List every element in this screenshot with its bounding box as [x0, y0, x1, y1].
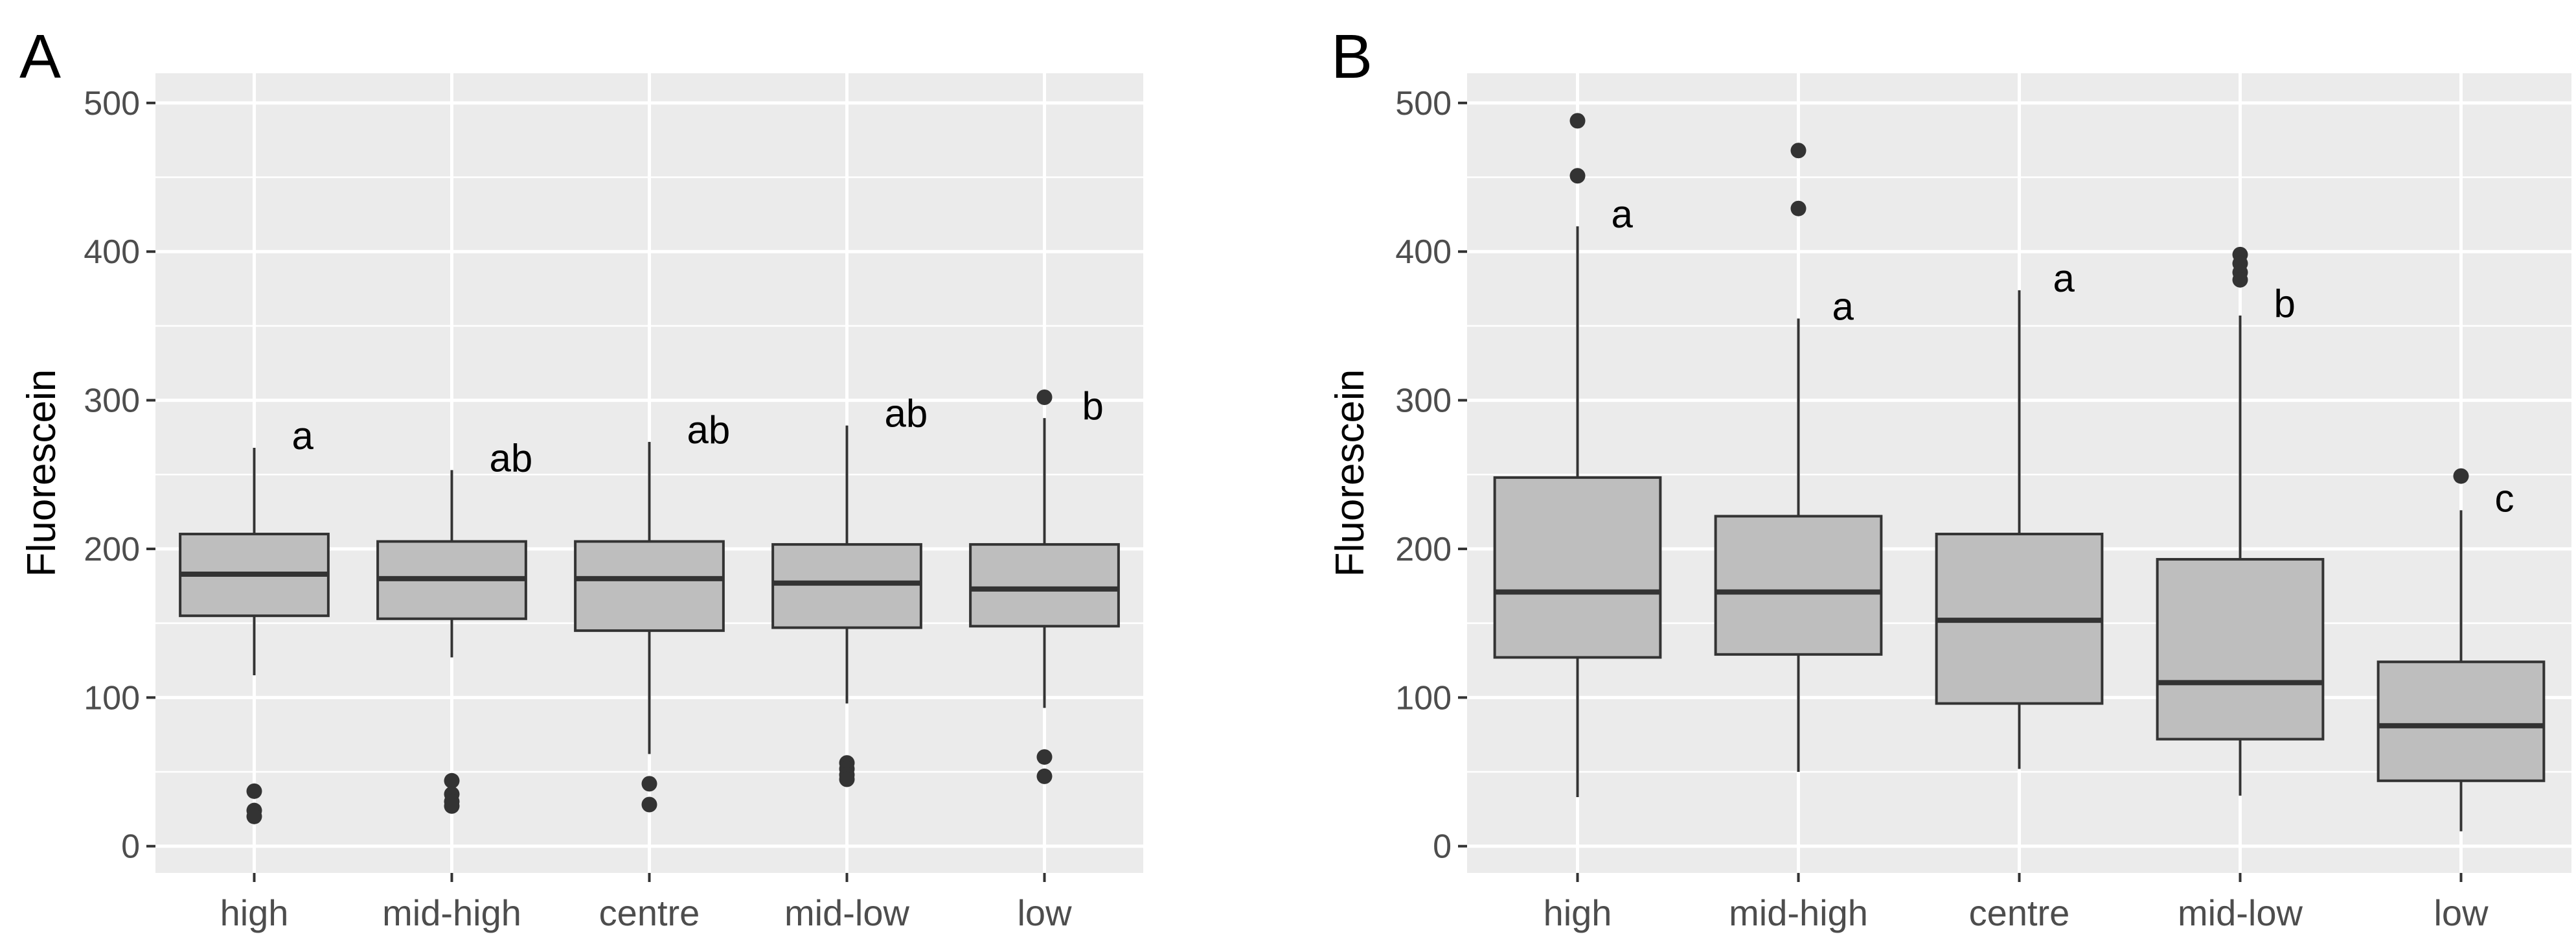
significance-letter: a: [1832, 284, 1854, 328]
boxplot-mid-low: ab: [771, 392, 928, 787]
x-tick-label: high: [1544, 892, 1612, 933]
boxplot-centre: ab: [574, 408, 731, 813]
boxplot-mid-high: ab: [376, 436, 533, 814]
y-tick-label: 0: [1433, 828, 1452, 866]
y-tick-label: 500: [1395, 85, 1452, 122]
significance-letter: c: [2495, 476, 2514, 520]
outlier-point: [1790, 143, 1807, 159]
outlier-point: [1569, 113, 1586, 129]
outlier-point: [641, 796, 657, 813]
significance-letter: a: [2053, 257, 2075, 300]
x-tick-label: low: [1017, 892, 1072, 933]
significance-letter: b: [1082, 384, 1104, 428]
y-tick-label: 0: [121, 828, 140, 866]
y-axis-title: Fluorescein: [19, 369, 64, 577]
outlier-point: [1036, 749, 1053, 765]
y-tick-label: 200: [1395, 531, 1452, 568]
iqr-box: [574, 540, 725, 633]
significance-letter: b: [2274, 282, 2296, 325]
y-tick-label: 300: [84, 382, 140, 420]
iqr-box: [2377, 660, 2546, 782]
x-tick-label: low: [2434, 892, 2489, 933]
iqr-box: [2156, 558, 2325, 741]
x-tick-label: mid-low: [2178, 892, 2303, 933]
y-axis-title: Fluorescein: [1328, 369, 1373, 577]
boxplot-high: a: [179, 414, 330, 824]
outlier-point: [839, 771, 855, 787]
boxplot-centre: a: [1935, 257, 2104, 769]
x-tick-label: mid-high: [382, 892, 521, 933]
outlier-point: [246, 808, 262, 824]
x-tick-label: centre: [1969, 892, 2070, 933]
boxplot-low: b: [969, 384, 1120, 784]
boxplot-mid-high: a: [1714, 143, 1883, 772]
panel-label: A: [19, 22, 61, 91]
panel-a-chart: A 0 100 200 300 400 500 Fluorescein a high ab mid-h…: [19, 22, 1143, 933]
outlier-point: [1790, 200, 1807, 216]
outlier-point: [2232, 272, 2248, 288]
boxplot-high: a: [1493, 113, 1662, 798]
outlier-point: [1569, 168, 1586, 184]
iqr-box: [1714, 515, 1883, 656]
y-tick-label: 400: [1395, 233, 1452, 271]
x-tick-label: high: [220, 892, 289, 933]
outlier-point: [246, 783, 262, 799]
outlier-point: [1036, 768, 1053, 784]
y-tick-label: 100: [84, 679, 140, 717]
significance-letter: a: [1612, 192, 1634, 236]
outlier-point: [2453, 468, 2469, 484]
significance-letter: ab: [885, 392, 928, 435]
y-tick-label: 500: [84, 85, 140, 122]
iqr-box: [1493, 476, 1662, 659]
x-tick-label: mid-low: [784, 892, 909, 933]
outlier-point: [1036, 389, 1053, 406]
panel-b-chart: B 0 100 200 300 400 500 Fluorescein a high a mid-hi…: [1328, 22, 2571, 933]
outlier-point: [444, 772, 460, 789]
outlier-point: [444, 798, 460, 814]
x-tick-label: centre: [599, 892, 700, 933]
significance-letter: ab: [687, 408, 731, 452]
iqr-box: [771, 543, 922, 629]
y-tick-label: 200: [84, 531, 140, 568]
outlier-point: [641, 776, 657, 792]
significance-letter: a: [292, 414, 314, 458]
significance-letter: ab: [490, 436, 533, 480]
panel-label: B: [1331, 22, 1373, 91]
y-tick-label: 400: [84, 233, 140, 271]
iqr-box: [969, 543, 1120, 628]
x-tick-label: mid-high: [1729, 892, 1868, 933]
y-tick-label: 300: [1395, 382, 1452, 420]
boxplot-low: c: [2377, 468, 2546, 831]
y-tick-label: 100: [1395, 679, 1452, 717]
boxplot-mid-low: b: [2156, 246, 2325, 796]
